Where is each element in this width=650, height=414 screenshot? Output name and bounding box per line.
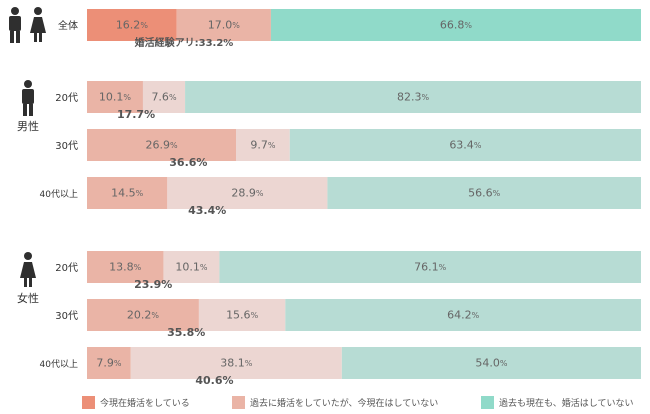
bar-segment <box>270 9 641 41</box>
data-label: 56.6% <box>468 187 501 200</box>
bar-segment <box>130 347 342 379</box>
bar-row <box>87 81 642 113</box>
sum-label: 40.6% <box>195 374 233 387</box>
bar-segment <box>87 299 199 331</box>
data-label: 64.2% <box>447 309 480 322</box>
group-label-male: 男性 <box>17 119 39 133</box>
sum-label: 23.9% <box>134 278 172 291</box>
data-label: 13.8% <box>109 261 142 274</box>
sum-label: 36.6% <box>169 156 207 169</box>
bar-segment <box>185 81 642 113</box>
bar-segment <box>163 251 220 283</box>
bar-segment <box>327 177 641 209</box>
bar-row <box>87 299 641 331</box>
bar-row <box>87 251 641 283</box>
data-label: 15.6% <box>226 309 259 322</box>
bar-row <box>87 129 641 161</box>
data-label: 82.3% <box>397 91 430 104</box>
female-icon <box>20 252 36 287</box>
male-icon <box>9 7 21 43</box>
data-label: 10.1% <box>99 91 131 104</box>
data-label: 7.6% <box>151 91 177 104</box>
data-label: 76.1% <box>414 261 447 274</box>
bar-segment <box>142 81 186 113</box>
data-label: 10.1% <box>175 261 208 274</box>
data-label: 9.7% <box>250 139 276 152</box>
bar-segment <box>289 129 641 161</box>
bar-segment <box>167 177 328 209</box>
bar-segment <box>236 129 290 161</box>
bar-segment <box>87 347 131 379</box>
category-label: 40代以上 <box>40 359 78 370</box>
data-label: 28.9% <box>231 187 264 200</box>
bar-row <box>87 9 641 41</box>
data-label: 63.4% <box>449 139 482 152</box>
sum-label: 婚活経験アリ:33.2% <box>135 36 234 49</box>
male-icon <box>22 80 34 116</box>
legend-swatch <box>232 396 245 409</box>
legend-swatch <box>82 396 95 409</box>
data-label: 14.5% <box>111 187 144 200</box>
category-label: 20代 <box>55 92 78 104</box>
category-label: 20代 <box>55 262 78 274</box>
bar-segment <box>285 299 641 331</box>
bar-row <box>87 347 641 379</box>
bar-segment <box>87 9 177 41</box>
data-label: 20.2% <box>127 309 160 322</box>
sum-label: 35.8% <box>167 326 205 339</box>
data-label: 54.0% <box>475 357 508 370</box>
bar-segment <box>198 299 286 331</box>
data-label: 26.9% <box>145 139 178 152</box>
data-label: 17.0% <box>208 19 241 32</box>
category-label: 40代以上 <box>40 189 78 200</box>
legend-swatch <box>481 396 494 409</box>
bar-segment <box>87 251 164 283</box>
bar-row <box>87 177 641 209</box>
bar-segment <box>176 9 271 41</box>
bar-segment <box>341 347 641 379</box>
category-label: 30代 <box>55 310 78 322</box>
data-label: 16.2% <box>116 19 149 32</box>
sum-label: 43.4% <box>188 204 226 217</box>
bar-segment <box>87 129 237 161</box>
bar-segment <box>87 81 143 113</box>
legend-label: 過去も現在も、婚活はしていない <box>499 397 633 409</box>
data-label: 7.9% <box>96 357 122 370</box>
bar-segment <box>219 251 641 283</box>
legend-label: 今現在婚活をしている <box>100 397 190 409</box>
data-label: 38.1% <box>220 357 252 370</box>
legend: 今現在婚活をしている 過去に婚活をしていたが、今現在はしていない 過去も現在も、婚活… <box>82 396 633 409</box>
couple-icon <box>9 7 46 43</box>
legend-label: 過去に婚活をしていたが、今現在はしていない <box>250 397 438 409</box>
data-label: 66.8% <box>440 19 473 32</box>
sum-label: 17.7% <box>117 108 155 121</box>
bar-segment <box>87 177 168 209</box>
group-label-female: 女性 <box>17 291 39 305</box>
female-icon <box>30 7 46 42</box>
category-label: 30代 <box>55 140 78 152</box>
category-label: 全体 <box>58 19 78 32</box>
